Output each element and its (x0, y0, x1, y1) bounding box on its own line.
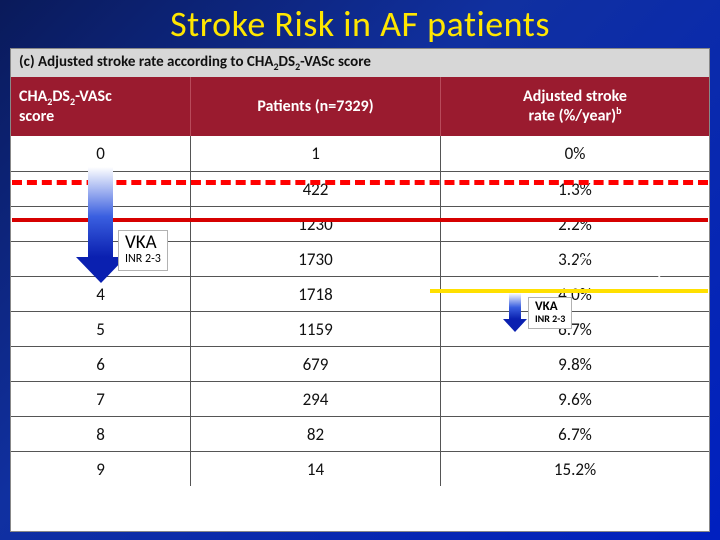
cell-patients: 679 (191, 347, 441, 381)
cell-score: 5 (11, 312, 191, 346)
cell-patients: 294 (191, 382, 441, 416)
table-body: 010%14221.3%212302.2%317303.2%417184.0%5… (11, 136, 709, 486)
cell-rate: 3.2% (441, 242, 709, 276)
arrow-small-head (503, 319, 527, 332)
cell-patients: 82 (191, 417, 441, 451)
cell-patients: 1 (191, 136, 441, 171)
table-row: 14221.3% (11, 171, 709, 206)
cell-rate: 4.0% (441, 277, 709, 311)
cell-score: 0 (11, 136, 191, 171)
cell-rate: 0% (441, 136, 709, 171)
arrow-big-body (88, 167, 113, 257)
table-row: 72949.6% (11, 381, 709, 416)
table-caption: (c) Adjusted stroke rate according to CH… (11, 49, 709, 77)
cell-rate: 6.7% (441, 417, 709, 451)
cell-patients: 422 (191, 172, 441, 206)
slide-title: Stroke Risk in AF patients (0, 2, 720, 46)
cell-patients: 1718 (191, 277, 441, 311)
slide: Stroke Risk in AF patients (c) Adjusted … (0, 0, 720, 540)
header-col-score: CHA2DS2-VASc score (11, 77, 191, 136)
header-col-patients: Patients (n=7329) (191, 77, 441, 136)
caption-suffix: -VASc score (300, 53, 371, 71)
table-row: 66799.8% (11, 346, 709, 381)
cell-rate: 9.8% (441, 347, 709, 381)
red-line (12, 218, 708, 222)
inr-label: INR 2-3 (125, 253, 161, 266)
header-col-rate: Adjusted stroke rate (%/year)b (441, 77, 709, 136)
cell-rate: 1.3% (441, 172, 709, 206)
table-row: 511596.7% (11, 311, 709, 346)
vka-callout-small: VKA INR 2-3 (528, 297, 572, 329)
vka-label: VKA (125, 233, 161, 253)
cell-score: 6 (11, 347, 191, 381)
dashed-red-line (12, 180, 708, 185)
cell-rate: 9.6% (441, 382, 709, 416)
cell-patients: 1230 (191, 207, 441, 241)
chads-label: CHADS2 (576, 247, 664, 286)
arrow-small-body (509, 293, 521, 319)
cell-rate: 6.7% (441, 312, 709, 346)
cell-score: 7 (11, 382, 191, 416)
cell-patients: 1730 (191, 242, 441, 276)
cell-rate: 15.2% (441, 452, 709, 486)
table-row: 212302.2% (11, 206, 709, 241)
table-row: 91415.2% (11, 451, 709, 486)
cell-patients: 14 (191, 452, 441, 486)
table-row: 8826.7% (11, 416, 709, 451)
cell-score: 9 (11, 452, 191, 486)
cell-score: 8 (11, 417, 191, 451)
yellow-line (430, 289, 708, 293)
cell-patients: 1159 (191, 312, 441, 346)
caption-mid: DS (279, 53, 296, 71)
table-row: 010% (11, 136, 709, 171)
inr-label-small: INR 2-3 (535, 314, 565, 325)
vka-callout-big: VKA INR 2-3 (118, 230, 168, 271)
table-header: CHA2DS2-VASc score Patients (n=7329) Adj… (11, 77, 709, 136)
cell-rate: 2.2% (441, 207, 709, 241)
caption-text: (c) Adjusted stroke rate according to CH… (19, 53, 273, 71)
